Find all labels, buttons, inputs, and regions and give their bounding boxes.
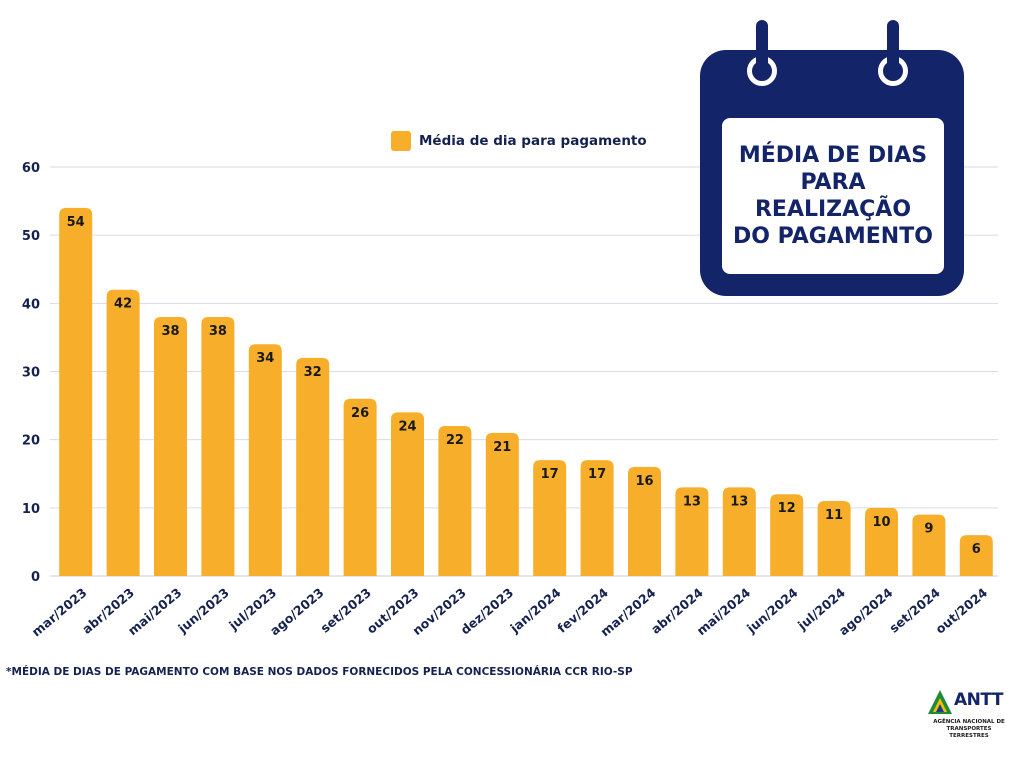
bar-value-label: 32: [304, 365, 322, 380]
x-tick-label: jun/2024: [743, 585, 801, 637]
bar: [248, 344, 282, 576]
calendar-page: MÉDIA DE DIAS PARA REALIZAÇÃO DO PAGAMEN…: [722, 118, 944, 274]
logo-name: ANTT: [954, 690, 1003, 710]
bar-value-label: 11: [825, 508, 843, 523]
bar: [296, 357, 330, 576]
x-tick-label: dez/2023: [458, 585, 517, 638]
bars: 54 42 38 38 34 32 26 24 22 21 17 17 16 13 13 12 11 10 9 6: [59, 207, 993, 576]
bar: [485, 432, 519, 576]
x-tick-label: out/2024: [932, 585, 990, 637]
bar: [106, 289, 140, 576]
bar-value-label: 17: [541, 467, 559, 482]
bar-value-label: 9: [924, 522, 933, 537]
y-tick-label: 0: [31, 570, 40, 585]
y-tick-label: 60: [22, 161, 40, 176]
bar-value-label: 34: [256, 351, 274, 366]
bar-value-label: 38: [161, 324, 179, 339]
bar-value-label: 38: [209, 324, 227, 339]
bar: [533, 460, 567, 576]
legend: Média de dia para pagamento: [391, 131, 647, 151]
bar: [343, 398, 377, 576]
x-tick-label: jun/2023: [174, 585, 231, 637]
bar-value-label: 16: [635, 474, 653, 489]
footnote: *MÉDIA DE DIAS DE PAGAMENTO COM BASE NOS…: [6, 666, 633, 678]
y-tick-label: 50: [22, 229, 40, 244]
legend-swatch: [391, 131, 411, 151]
calendar-title-card: MÉDIA DE DIAS PARA REALIZAÇÃO DO PAGAMEN…: [700, 20, 964, 296]
bar: [912, 514, 946, 576]
x-tick-label: mar/2023: [29, 585, 90, 640]
bar: [865, 507, 898, 576]
y-tick-label: 40: [22, 297, 40, 312]
x-axis: mar/2023abr/2023mai/2023jun/2023jul/2023…: [29, 585, 991, 640]
bar-value-label: 12: [778, 501, 796, 516]
bar: [959, 535, 993, 576]
bar-value-label: 42: [114, 297, 132, 312]
calendar-ring-left: [756, 20, 768, 74]
bar-value-label: 21: [493, 440, 511, 455]
bar: [59, 207, 93, 576]
logo-subtitle: AGÊNCIA NACIONAL DE TRANSPORTES TERRESTR…: [933, 719, 1005, 739]
bar-value-label: 17: [588, 467, 606, 482]
bar: [438, 426, 472, 576]
bar-value-label: 13: [683, 494, 701, 509]
antt-logo-icon: [928, 690, 952, 714]
y-tick-label: 30: [22, 366, 40, 381]
bar: [675, 487, 709, 576]
x-tick-label: jan/2024: [507, 585, 564, 637]
bar: [817, 501, 851, 576]
bar-value-label: 26: [351, 406, 369, 421]
bar: [770, 494, 804, 576]
bar-value-label: 24: [398, 419, 416, 434]
bar-value-label: 13: [730, 494, 748, 509]
legend-label: Média de dia para pagamento: [419, 133, 647, 149]
bar: [154, 316, 187, 576]
chart-title: MÉDIA DE DIAS PARA REALIZAÇÃO DO PAGAMEN…: [733, 143, 933, 249]
bar-value-label: 22: [446, 433, 464, 448]
bar: [391, 412, 424, 576]
y-tick-label: 20: [22, 434, 40, 449]
calendar-ring-right: [887, 20, 899, 74]
bar: [628, 466, 661, 576]
bar-value-label: 6: [972, 542, 981, 557]
bar: [201, 316, 235, 576]
bar-value-label: 54: [67, 215, 85, 230]
y-tick-label: 10: [22, 502, 40, 517]
bar: [722, 487, 756, 576]
bar-value-label: 10: [872, 515, 890, 530]
y-axis: 0 10 20 30 40 50 60: [22, 161, 40, 585]
bar: [580, 460, 614, 576]
